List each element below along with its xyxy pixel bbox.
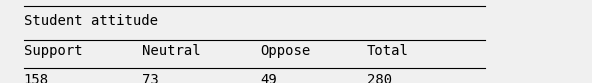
Text: 280: 280 (367, 73, 392, 83)
Text: Total: Total (367, 44, 409, 58)
Text: Student attitude: Student attitude (24, 14, 157, 28)
Text: 73: 73 (142, 73, 159, 83)
Text: Support: Support (24, 44, 82, 58)
Text: Neutral: Neutral (142, 44, 201, 58)
Text: Oppose: Oppose (260, 44, 311, 58)
Text: 49: 49 (260, 73, 277, 83)
Text: 158: 158 (24, 73, 49, 83)
